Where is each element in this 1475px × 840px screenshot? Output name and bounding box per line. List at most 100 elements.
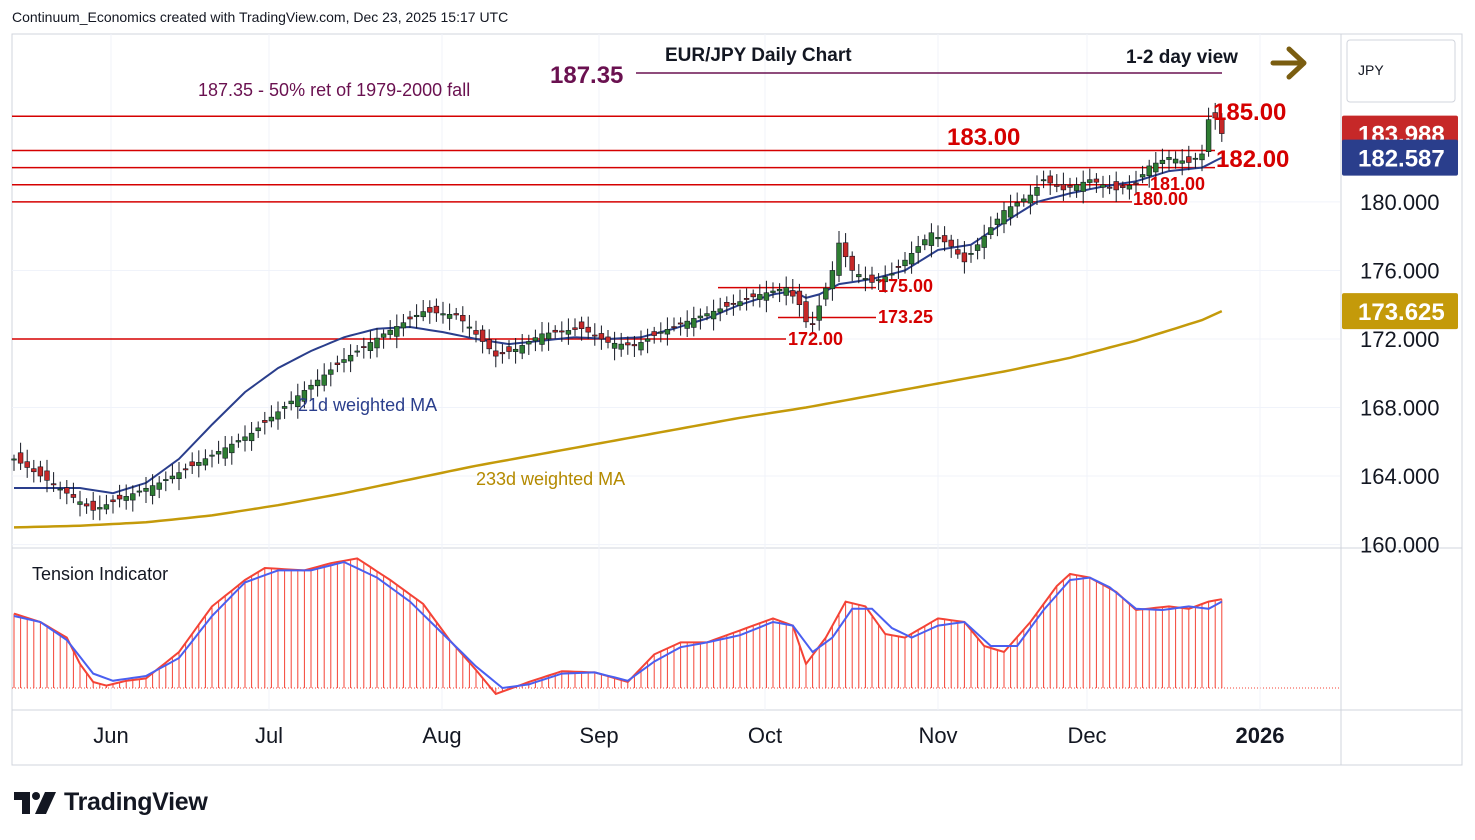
- candle-body: [1113, 181, 1119, 191]
- ma233-line: [13, 309, 1223, 529]
- candle-body: [941, 235, 948, 243]
- price-axis-label: 172.000: [1360, 327, 1440, 352]
- candle-body: [776, 288, 783, 292]
- time-axis-label: Aug: [422, 723, 461, 748]
- candle-body: [763, 292, 770, 301]
- ma21-annotation: 21d weighted MA: [298, 395, 437, 415]
- candle-body: [697, 315, 704, 319]
- candle-body: [248, 432, 255, 442]
- level-label-185-00: 185.00: [1213, 99, 1286, 126]
- price-axis-label: 176.000: [1360, 258, 1440, 283]
- candle-body: [50, 483, 57, 486]
- target-note: 187.35 - 50% ret of 1979-2000 fall: [198, 80, 470, 100]
- candle-body: [902, 259, 908, 267]
- candle-body: [281, 406, 288, 409]
- candle-body: [1060, 183, 1067, 191]
- candle-body: [347, 354, 354, 362]
- candle-body: [202, 458, 209, 466]
- tradingview-brand[interactable]: TradingView: [14, 788, 208, 817]
- candle-body: [704, 313, 710, 317]
- candle-body: [532, 337, 539, 342]
- candle-body: [400, 322, 407, 329]
- ma21-group: [14, 156, 1223, 495]
- candle-body: [1034, 187, 1040, 196]
- candle-body: [182, 468, 189, 471]
- candle-body: [1159, 159, 1166, 164]
- candle-body: [1106, 186, 1113, 189]
- candle-body: [420, 311, 426, 318]
- candle-body: [407, 316, 413, 320]
- candle-body: [545, 332, 552, 340]
- chart-frame: [11, 33, 1463, 766]
- candle-body: [123, 496, 129, 501]
- candle-body: [308, 384, 314, 390]
- candle-body: [499, 352, 506, 355]
- level-label-180-00: 180.00: [1133, 189, 1188, 209]
- candle-body: [1001, 210, 1007, 225]
- candle-body: [1199, 153, 1205, 161]
- price-axis-label: 164.000: [1360, 464, 1440, 489]
- candle-body: [1166, 157, 1172, 160]
- candle-body: [526, 341, 532, 345]
- candle-body: [1120, 185, 1126, 188]
- price-tag-label-ma21: 182.587: [1358, 146, 1445, 173]
- candle-body: [215, 451, 222, 455]
- candle-body: [222, 447, 228, 459]
- time-axis-label: Nov: [918, 723, 957, 748]
- candle-body: [1007, 206, 1014, 218]
- candle-body: [275, 411, 281, 420]
- candle-body: [1047, 175, 1053, 184]
- candle-body: [334, 362, 341, 365]
- candle-body: [717, 308, 723, 313]
- candle-body: [116, 494, 123, 500]
- candle-body: [770, 290, 776, 293]
- time-axis-label: Oct: [748, 723, 782, 748]
- candle-body: [974, 244, 981, 251]
- candle-body: [413, 314, 420, 317]
- candle-body: [565, 330, 572, 335]
- candle-body: [994, 218, 1001, 225]
- candle-body: [882, 276, 888, 283]
- candle-body: [1014, 202, 1020, 207]
- currency-label: JPY: [1358, 62, 1384, 78]
- candle-body: [988, 227, 994, 235]
- candle-body: [64, 487, 70, 494]
- candle-body: [862, 278, 869, 280]
- tension-bars: [13, 558, 1223, 694]
- candle-body: [1021, 198, 1027, 202]
- candle-body: [196, 462, 202, 466]
- candle-body: [968, 253, 974, 255]
- time-axis-label: Jul: [255, 723, 283, 748]
- currency-box[interactable]: [1346, 39, 1456, 103]
- view-label: 1-2 day view: [1126, 47, 1238, 68]
- candle-body: [235, 440, 242, 443]
- candle-body: [1186, 156, 1192, 163]
- price-axis[interactable]: 180.000 176.000 172.000 168.000 164.000 160.0…: [1360, 190, 1440, 558]
- candle-body: [908, 253, 915, 265]
- candle-body: [11, 458, 17, 461]
- candle-body: [143, 487, 149, 492]
- candle-body: [836, 242, 842, 276]
- candle-body: [1073, 184, 1080, 191]
- candle-body: [446, 314, 453, 319]
- candle-body: [288, 400, 294, 405]
- candle-body: [110, 499, 116, 503]
- time-axis-label: Dec: [1067, 723, 1106, 748]
- candle-body: [427, 307, 433, 313]
- candle-body: [341, 359, 347, 363]
- time-axis[interactable]: Jun Jul Aug Sep Oct Nov Dec 2026: [93, 723, 1284, 748]
- candle-body: [796, 290, 803, 306]
- candle-body: [440, 313, 446, 316]
- right-arrow-icon: [1270, 46, 1307, 80]
- candle-body: [1087, 179, 1093, 183]
- price-axis-label: 168.000: [1360, 396, 1440, 421]
- candle-body: [638, 342, 644, 351]
- candle-body: [1054, 184, 1060, 187]
- candle-body: [1027, 194, 1034, 204]
- candle-body: [262, 420, 268, 423]
- candle-body: [895, 266, 902, 268]
- candle-body: [1153, 162, 1159, 173]
- candle-body: [433, 305, 440, 314]
- candle-body: [512, 348, 519, 352]
